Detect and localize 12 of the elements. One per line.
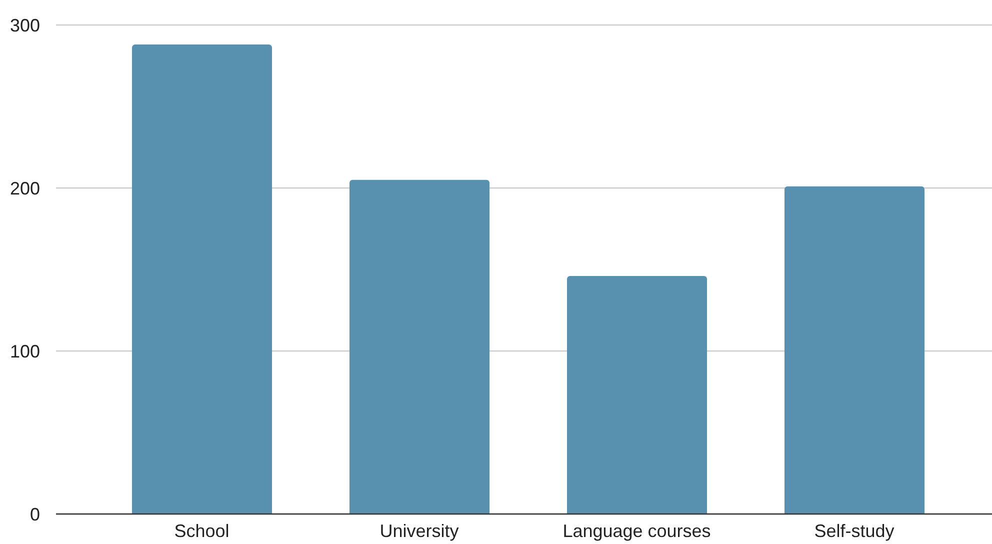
y-tick-label: 0 [30,504,40,524]
y-tick-label: 300 [10,15,40,36]
x-tick-label: University [380,520,459,541]
bar [567,276,707,514]
x-tick-label: Language courses [562,520,711,541]
x-tick-label: Self-study [814,520,894,541]
bar [132,44,272,514]
x-tick-label: School [174,520,230,541]
bar [784,186,924,514]
y-tick-label: 100 [10,341,40,362]
bar [350,180,490,514]
y-tick-label: 200 [10,178,40,198]
